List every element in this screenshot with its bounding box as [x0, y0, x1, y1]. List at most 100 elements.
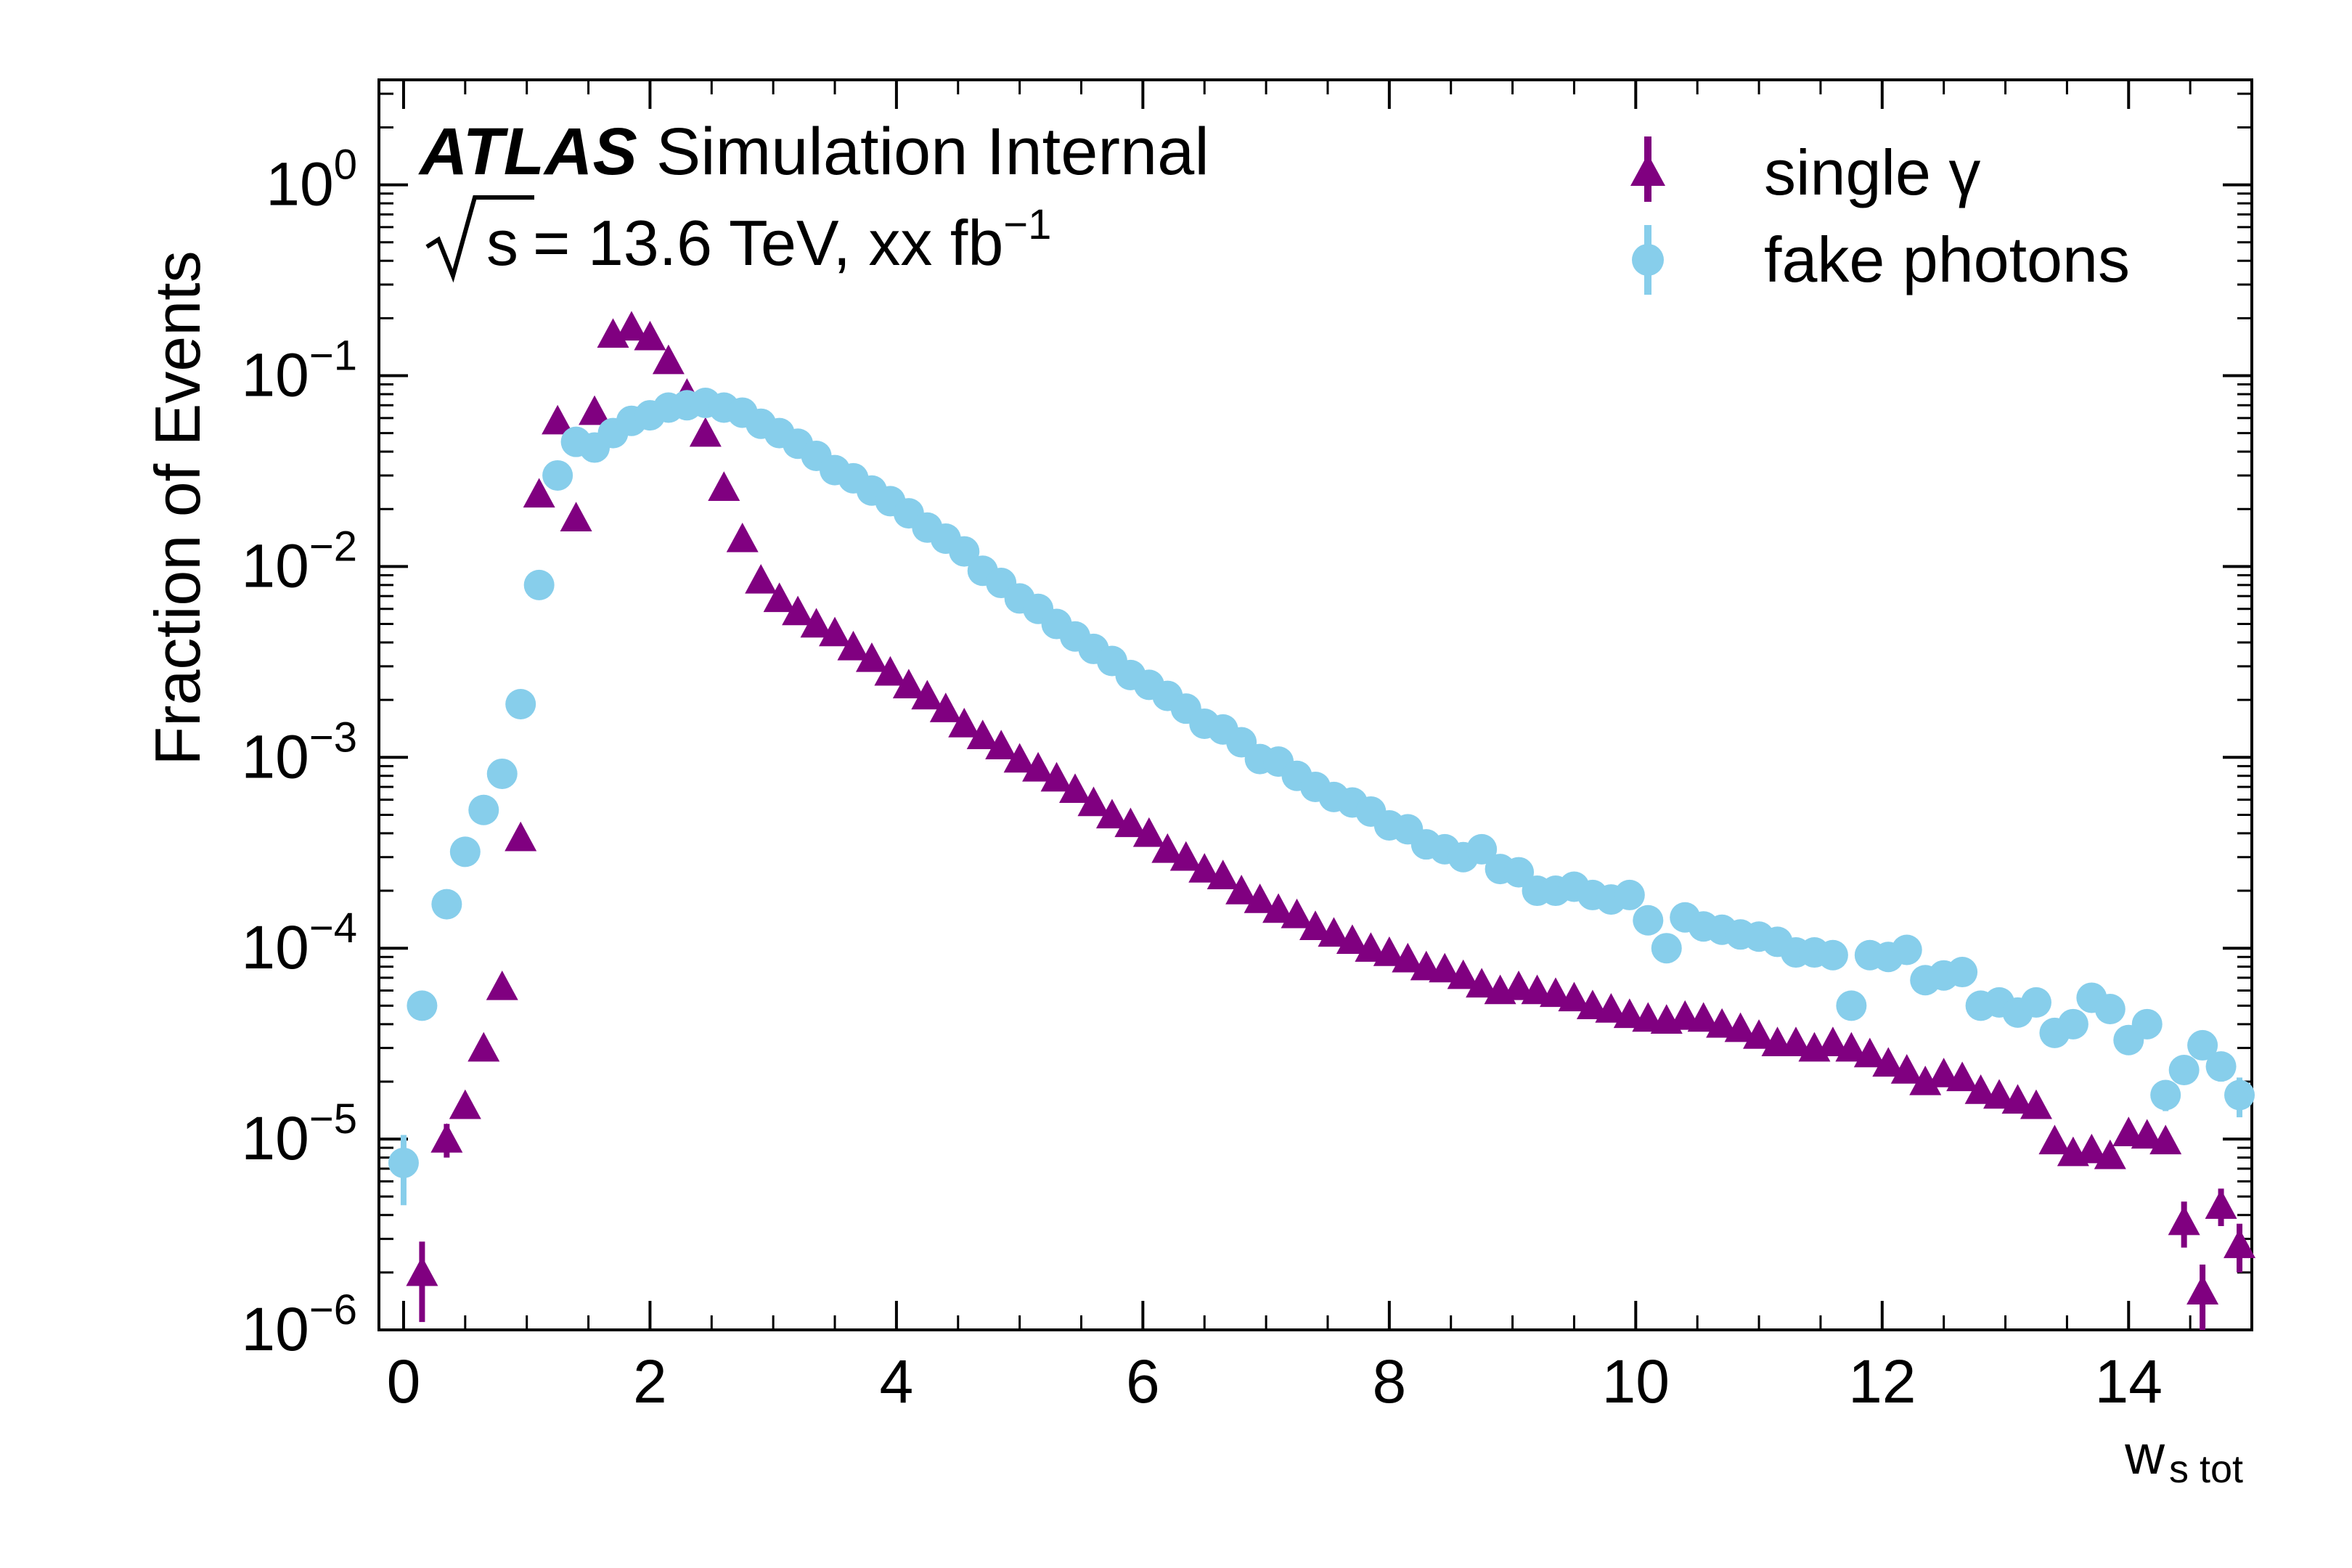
legend-entry-single-photon: single γ: [1630, 136, 1980, 208]
data-point: [2205, 1189, 2237, 1219]
data-point: [1724, 1012, 1757, 1042]
data-point: [1336, 924, 1368, 955]
data-point: [1318, 917, 1350, 947]
y-tick-exponent: −4: [309, 905, 357, 952]
data-point: [874, 656, 907, 686]
legend-label: fake photons: [1764, 224, 2130, 295]
x-tick-label: 6: [1126, 1347, 1160, 1416]
series-layer: [388, 311, 2256, 1330]
data-point: [406, 1256, 438, 1286]
y-tick-exponent: −2: [309, 523, 357, 570]
data-point: [1927, 1058, 1960, 1087]
y-axis-label: Fraction of Events: [142, 250, 213, 765]
data-point: [652, 344, 685, 375]
energy-label: s = 13.6 TeV, xx fb−1: [486, 201, 1051, 279]
data-point: [1040, 761, 1073, 792]
data-point: [1151, 833, 1184, 863]
data-point: [388, 1147, 419, 1178]
data-point: [2149, 1124, 2182, 1155]
x-axis-label-main: w: [2124, 1424, 2165, 1486]
data-point: [1835, 1032, 1868, 1062]
data-point: [1816, 1026, 1849, 1056]
data-point: [449, 836, 481, 867]
data-point: [523, 569, 555, 600]
data-point: [1095, 799, 1128, 829]
data-point: [726, 522, 759, 552]
data-point: [407, 990, 438, 1021]
data-point: [615, 311, 648, 341]
energy-exponent: −1: [1003, 201, 1051, 248]
data-point: [1891, 934, 1922, 965]
y-tick-label: 10−3: [241, 714, 357, 791]
y-tick-base: 10: [241, 340, 309, 409]
data-point: [966, 719, 999, 750]
legend: single γ fake photons: [1630, 136, 2130, 295]
data-point: [745, 563, 777, 594]
data-point: [542, 404, 574, 435]
x-tick-label: 2: [633, 1347, 667, 1416]
data-point: [1206, 859, 1239, 889]
data-point: [948, 708, 981, 738]
data-point: [2038, 1124, 2071, 1155]
data-point: [467, 1032, 500, 1062]
data-point: [1392, 942, 1424, 973]
atlas-status: Simulation Internal: [656, 115, 1209, 189]
data-point: [1077, 786, 1110, 817]
y-tick-base: 10: [241, 722, 309, 791]
legend-label: single γ: [1764, 136, 1980, 208]
y-tick-exponent: −3: [309, 714, 357, 761]
data-point: [1503, 970, 1535, 1000]
data-point: [1853, 1037, 1886, 1068]
legend-entry-fake-photons: fake photons: [1632, 224, 2130, 295]
data-point: [1299, 910, 1331, 940]
data-point: [689, 417, 722, 447]
data-point: [1466, 968, 1498, 998]
data-point: [837, 630, 870, 661]
data-point: [2020, 987, 2051, 1018]
data-point: [1633, 905, 1664, 936]
data-point: [1817, 939, 1848, 971]
data-point: [1169, 841, 1202, 871]
data-point: [2131, 1008, 2163, 1040]
data-point: [1909, 1065, 1942, 1095]
data-point: [1872, 1047, 1905, 1077]
data-point: [2187, 1029, 2218, 1061]
data-point: [1539, 977, 1572, 1008]
series-single-photon: [406, 311, 2256, 1330]
y-tick-base: 10: [241, 913, 309, 981]
x-axis: 0 2 4 6 8 10 12 14: [387, 80, 2253, 1416]
data-point: [468, 794, 499, 825]
x-tick-label: 12: [1848, 1347, 1916, 1416]
data-point: [2205, 1051, 2237, 1082]
data-point: [800, 608, 833, 638]
data-point: [2094, 1139, 2126, 1169]
data-point: [430, 1123, 463, 1153]
data-point: [1576, 989, 1609, 1020]
data-point: [1558, 981, 1591, 1012]
data-point: [1132, 817, 1165, 847]
y-tick-base: 10: [266, 150, 333, 219]
data-point: [1651, 933, 1682, 964]
data-point: [892, 669, 925, 699]
data-point: [1059, 773, 1092, 804]
data-point: [1779, 1026, 1812, 1056]
data-point: [985, 730, 1018, 760]
data-point: [855, 642, 888, 672]
data-point: [782, 595, 814, 626]
energy-symbol: s: [486, 207, 518, 279]
data-point: [486, 970, 518, 1000]
data-point: [1447, 959, 1479, 989]
data-point: [1687, 1002, 1720, 1032]
data-point: [1225, 875, 1258, 905]
data-point: [1503, 857, 1535, 888]
data-point: [708, 471, 740, 502]
sqrt-symbol: [425, 195, 534, 283]
data-point: [1595, 993, 1628, 1023]
circle-marker-icon: [1632, 244, 1664, 276]
data-point: [1521, 974, 1553, 1005]
data-point: [431, 889, 462, 920]
data-point: [1114, 807, 1147, 838]
